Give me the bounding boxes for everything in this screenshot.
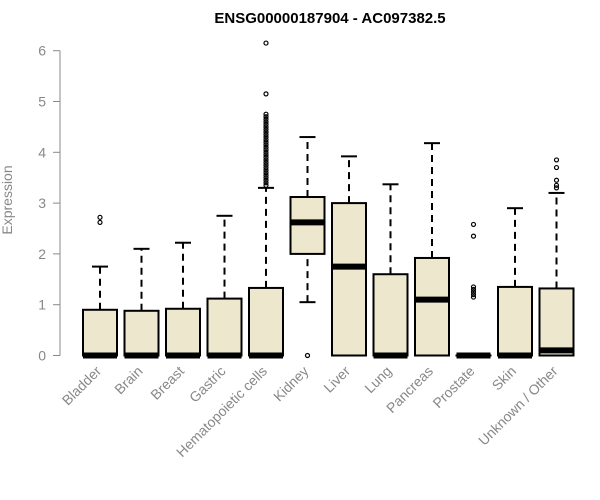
outlier-point (263, 144, 269, 150)
box-unknown-other (538, 157, 575, 357)
outlier-point (263, 175, 269, 181)
boxes (82, 40, 575, 359)
outlier-point (304, 352, 311, 359)
outlier-point (263, 170, 269, 176)
outlier-point (97, 219, 103, 226)
y-tick-label: 1 (38, 297, 46, 313)
outlier-point (263, 139, 269, 145)
box-rect (206, 297, 243, 357)
box-gastric (206, 214, 243, 359)
box-rect (497, 285, 533, 357)
outlier-point (263, 147, 269, 153)
box-rect (165, 307, 201, 357)
outlier-point (263, 114, 269, 120)
outlier-point (470, 289, 477, 295)
x-tick-label: Lung (361, 363, 394, 396)
box-breast (165, 241, 201, 359)
outlier-point (263, 119, 269, 125)
outlier-point (470, 284, 477, 290)
outlier-point (263, 164, 269, 171)
y-tick-label: 0 (38, 348, 46, 364)
outlier-point (263, 91, 269, 97)
outlier-point (263, 129, 269, 135)
y-tick-label: 6 (38, 43, 46, 59)
box-lung (372, 183, 409, 359)
x-tick-label: Brain (111, 363, 145, 397)
box-rect (331, 202, 367, 357)
y-tick-label: 4 (38, 144, 46, 160)
box-rect (538, 287, 575, 357)
outlier-point (470, 291, 477, 298)
outlier-point (553, 185, 560, 191)
y-tick-label: 2 (38, 246, 46, 262)
outlier-point (263, 162, 269, 168)
x-tick-label: Prostate (429, 363, 477, 411)
outlier-point (263, 180, 269, 186)
y-axis: 0 1 2 3 4 5 6 (38, 43, 61, 364)
y-tick-label: 5 (38, 94, 46, 110)
outlier-point (553, 177, 560, 183)
outlier-point (263, 111, 269, 117)
outlier-point (263, 159, 269, 166)
outlier-point (553, 157, 560, 163)
outlier-point (263, 172, 269, 178)
outlier-point (263, 182, 269, 188)
box-bladder (82, 214, 118, 359)
y-tick-label: 3 (38, 195, 46, 211)
outlier-point (263, 152, 269, 158)
x-tick-label: Skin (489, 363, 520, 394)
box-rect (289, 196, 326, 255)
box-pancreas (414, 142, 450, 357)
outlier-point (263, 116, 269, 122)
outlier-point (263, 154, 269, 160)
outlier-point (470, 221, 477, 228)
box-rect (372, 273, 409, 357)
outlier-point (263, 131, 269, 138)
outlier-point (263, 134, 269, 140)
box-kidney (289, 136, 326, 359)
outlier-point (263, 142, 269, 148)
x-tick-label: Bladder (59, 363, 105, 409)
box-hematopoietic-cells (248, 40, 284, 359)
box-rect (248, 286, 284, 357)
outlier-point (263, 124, 269, 130)
outlier-point (263, 137, 269, 143)
box-rect (414, 256, 450, 357)
outlier-point (553, 182, 560, 188)
x-tick-label: Unknown / Other (475, 363, 561, 449)
chart-title: ENSG00000187904 - AC097382.5 (214, 10, 445, 27)
outlier-point (263, 126, 269, 133)
outlier-point (263, 149, 269, 155)
outlier-point (263, 177, 269, 183)
box-skin (497, 207, 533, 359)
y-axis-label: Expression (0, 165, 15, 234)
outlier-point (470, 294, 477, 300)
x-tick-label: Kidney (270, 363, 312, 405)
outlier-point (470, 286, 477, 293)
outlier-point (263, 40, 269, 46)
box-brain (123, 247, 160, 359)
box-rect (123, 309, 160, 357)
outlier-point (97, 214, 103, 220)
outlier-point (553, 164, 560, 171)
outlier-point (263, 121, 269, 127)
outlier-point (263, 157, 269, 163)
box-rect (82, 308, 118, 357)
box-liver (331, 155, 367, 357)
outlier-point (470, 233, 477, 239)
box-prostate (455, 221, 492, 359)
x-tick-label: Liver (320, 363, 353, 396)
outlier-point (263, 167, 269, 173)
x-tick-label: Breast (147, 363, 187, 403)
